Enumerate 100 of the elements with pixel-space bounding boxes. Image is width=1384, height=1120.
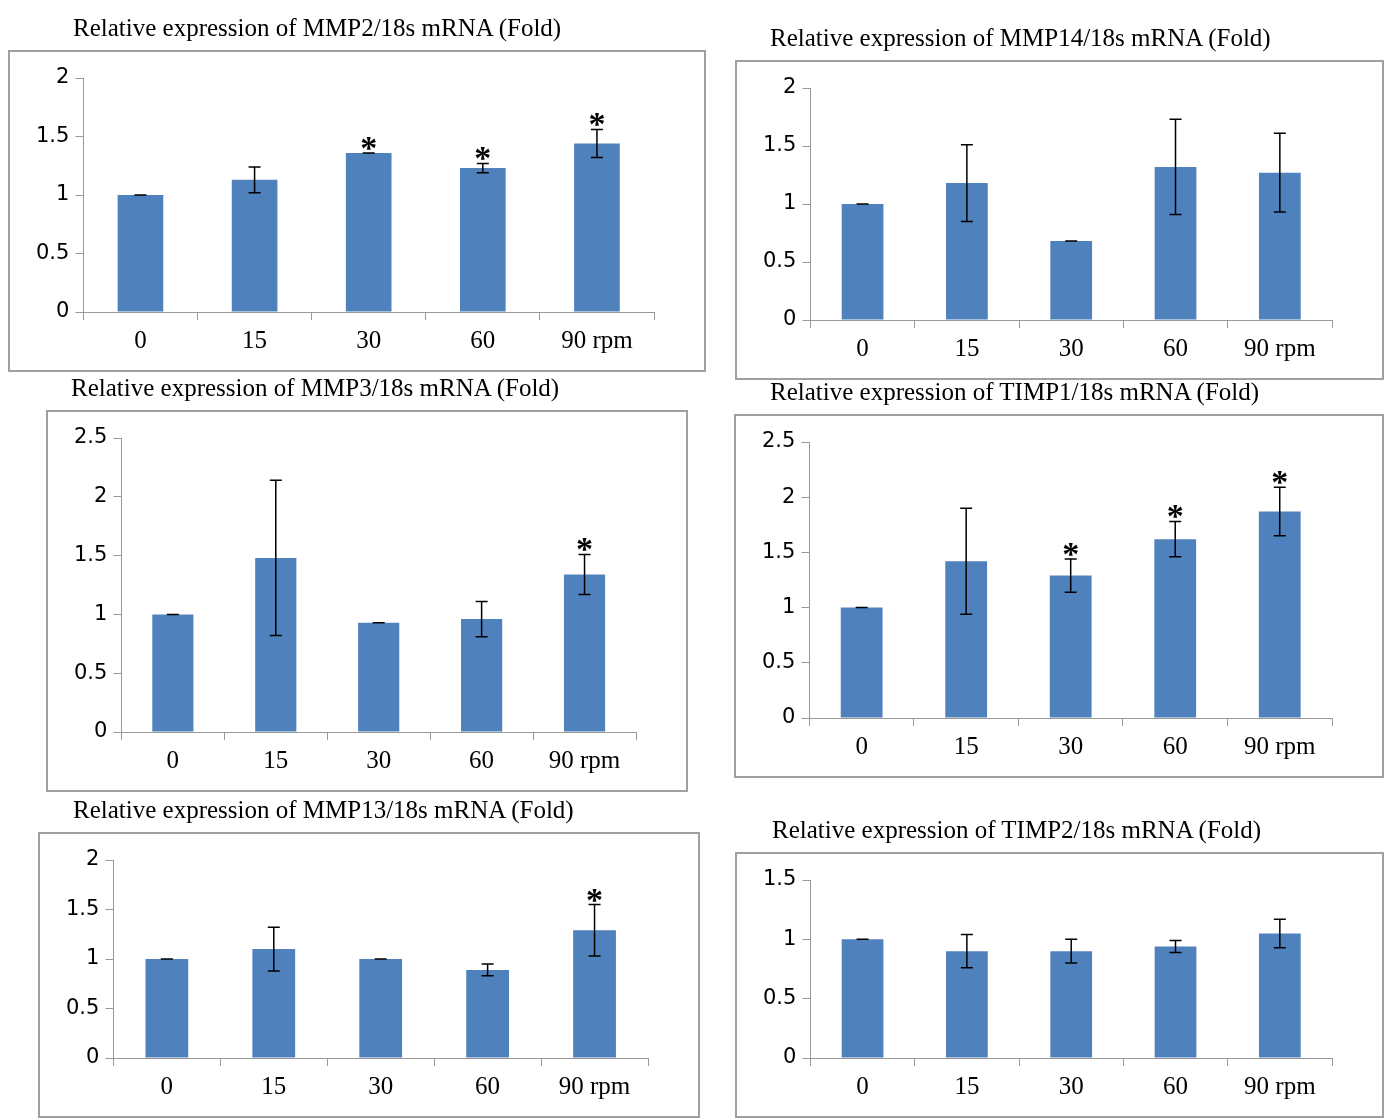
bar	[574, 143, 620, 312]
bar	[1258, 933, 1301, 1058]
x-tick-label: 60	[469, 745, 495, 773]
x-tick-label: 30	[1058, 1071, 1084, 1099]
y-tick-label: 2.5	[761, 428, 796, 453]
y-tick-label: 1	[86, 945, 100, 970]
annotation: *	[1062, 535, 1080, 573]
bar	[1050, 951, 1093, 1058]
annotation: *	[586, 880, 604, 918]
bar	[1154, 946, 1197, 1058]
annotation: *	[1271, 463, 1289, 501]
x-tick-label: 30	[1058, 731, 1084, 759]
y-tick-label: 0.5	[73, 659, 108, 684]
chart-title: Relative expression of MMP2/18s mRNA (Fold)	[73, 14, 562, 42]
x-tick-label: 90 rpm	[1244, 1071, 1317, 1099]
y-tick-label: 1	[94, 600, 108, 625]
x-tick-label: 15	[263, 745, 289, 773]
x-tick-label: 90 rpm	[558, 1071, 631, 1099]
bar	[946, 183, 988, 320]
x-tick-label: 90 rpm	[548, 745, 621, 773]
x-tick-label: 0	[166, 745, 180, 773]
chart-title: Relative expression of MMP13/18s mRNA (Fold)	[73, 796, 574, 824]
y-tick-label: 1.5	[65, 895, 100, 920]
bar	[946, 951, 988, 1058]
y-tick-label: 2	[782, 483, 796, 508]
x-tick-label: 60	[475, 1071, 501, 1099]
bar	[840, 607, 883, 718]
y-tick-label: 0.5	[35, 239, 70, 264]
y-tick-label: 1.5	[762, 132, 797, 157]
chart-title: Relative expression of MMP3/18s mRNA (Fold)	[71, 374, 560, 402]
y-tick-label: 0	[86, 1044, 100, 1069]
x-tick-label: 90 rpm	[1244, 333, 1317, 361]
bar	[945, 561, 988, 718]
bar	[345, 152, 392, 312]
x-tick-label: 60	[1163, 333, 1189, 361]
y-tick-label: 0.5	[762, 248, 797, 273]
y-tick-label: 1.5	[35, 122, 70, 147]
y-tick-label: 1.5	[761, 538, 796, 563]
y-tick-label: 1.5	[762, 866, 797, 891]
y-tick-label: 0.5	[762, 985, 797, 1010]
x-tick-label: 90 rpm	[1243, 731, 1317, 759]
bar	[1049, 575, 1092, 718]
x-tick-label: 30	[368, 1071, 394, 1099]
chart-title: Relative expression of MMP14/18s mRNA (Fold)	[770, 24, 1271, 52]
bar	[255, 557, 297, 732]
y-tick-label: 0	[56, 298, 70, 323]
bar	[461, 619, 503, 732]
bar	[152, 614, 194, 732]
y-tick-label: 0	[782, 704, 796, 729]
x-tick-label: 0	[856, 1071, 869, 1099]
bar	[1154, 166, 1197, 320]
y-tick-label: 1	[783, 190, 797, 215]
annotation: *	[1166, 497, 1184, 535]
bar	[117, 195, 164, 312]
bar	[145, 959, 189, 1058]
bar	[563, 574, 606, 732]
x-tick-label: 30	[366, 745, 392, 773]
x-tick-label: 60	[470, 325, 496, 353]
bar	[573, 930, 616, 1058]
bar	[1050, 241, 1093, 320]
bar	[841, 204, 884, 320]
annotation: *	[576, 530, 594, 568]
y-tick-label: 2	[86, 846, 100, 871]
x-tick-label: 60	[1162, 731, 1188, 759]
x-tick-label: 60	[1163, 1071, 1189, 1099]
bar	[1154, 539, 1197, 718]
x-tick-label: 0	[856, 333, 869, 361]
x-tick-label: 0	[134, 325, 147, 353]
annotation: *	[588, 105, 606, 143]
x-tick-label: 15	[954, 333, 980, 361]
annotation: *	[360, 128, 378, 166]
y-tick-label: 2	[783, 74, 797, 99]
chart-title: Relative expression of TIMP1/18s mRNA (Fold)	[770, 378, 1260, 406]
bar	[466, 969, 509, 1058]
bar	[1258, 511, 1301, 718]
y-tick-label: 1	[782, 594, 796, 619]
x-tick-label: 90 rpm	[561, 325, 634, 353]
x-tick-label: 15	[261, 1071, 287, 1099]
x-tick-label: 15	[242, 325, 268, 353]
x-tick-label: 30	[356, 325, 382, 353]
y-tick-label: 0	[783, 1044, 797, 1069]
y-tick-label: 1	[56, 181, 70, 206]
x-tick-label: 15	[954, 1071, 980, 1099]
x-tick-label: 0	[160, 1071, 174, 1099]
annotation: *	[474, 139, 492, 177]
y-tick-label: 2	[56, 64, 70, 89]
y-tick-label: 1	[783, 925, 797, 950]
bar	[359, 959, 403, 1058]
y-tick-label: 1.5	[73, 542, 108, 567]
y-tick-label: 2.5	[73, 424, 108, 449]
x-tick-label: 30	[1058, 333, 1084, 361]
bar	[841, 939, 884, 1058]
bar	[231, 179, 278, 312]
x-tick-label: 0	[855, 731, 868, 759]
x-tick-label: 15	[953, 731, 979, 759]
chart-title: Relative expression of TIMP2/18s mRNA (Fold)	[772, 816, 1262, 844]
bar	[358, 622, 400, 732]
y-tick-label: 0.5	[65, 994, 100, 1019]
bar	[252, 949, 296, 1058]
bar	[460, 168, 506, 312]
